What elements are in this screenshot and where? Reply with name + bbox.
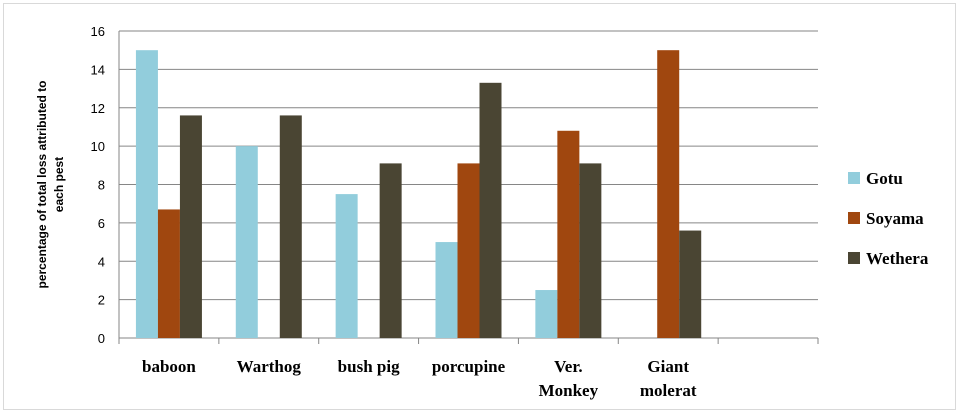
- legend-swatch-soyama: [848, 212, 860, 224]
- y-tick-label: 6: [98, 216, 105, 231]
- bar-gotu-4: [535, 290, 558, 338]
- x-category-label: baboon: [142, 357, 196, 376]
- x-category-label: molerat: [640, 381, 697, 400]
- bar-wethera-5: [679, 230, 702, 338]
- bar-soyama-0: [157, 209, 180, 338]
- legend-label: Wethera: [866, 249, 929, 268]
- legend-label: Soyama: [866, 209, 924, 228]
- y-axis-label: percentage of total loss attributed to: [35, 80, 49, 288]
- bar-gotu-2: [335, 194, 358, 338]
- bar-gotu-0: [135, 50, 158, 338]
- legend-label: Gotu: [866, 169, 903, 188]
- y-tick-label: 2: [98, 293, 105, 308]
- bar-wethera-4: [579, 163, 602, 338]
- y-tick-label: 14: [91, 62, 105, 77]
- x-category-label: porcupine: [432, 357, 506, 376]
- bar-gotu-3: [435, 242, 458, 338]
- bar-wethera-2: [379, 163, 402, 338]
- x-category-label: Monkey: [539, 381, 599, 400]
- y-tick-label: 4: [98, 254, 105, 269]
- legend-swatch-gotu: [848, 172, 860, 184]
- y-tick-label: 16: [91, 24, 105, 39]
- bar-soyama-3: [457, 163, 480, 338]
- bar-wethera-0: [179, 115, 202, 338]
- x-category-label: Ver.: [554, 357, 583, 376]
- y-axis-label: each pest: [52, 157, 66, 212]
- x-category-label: Warthog: [237, 357, 302, 376]
- bar-wethera-3: [479, 82, 502, 339]
- y-tick-label: 12: [91, 101, 105, 116]
- y-tick-label: 8: [98, 178, 105, 193]
- bar-gotu-1: [235, 146, 258, 338]
- y-tick-label: 0: [98, 331, 105, 346]
- y-tick-label: 10: [91, 139, 105, 154]
- legend-swatch-wethera: [848, 252, 860, 264]
- x-category-label: Giant: [647, 357, 689, 376]
- x-category-label: bush pig: [338, 357, 400, 376]
- bar-soyama-4: [557, 130, 580, 338]
- bar-wethera-1: [279, 115, 302, 338]
- bar-soyama-5: [657, 50, 680, 338]
